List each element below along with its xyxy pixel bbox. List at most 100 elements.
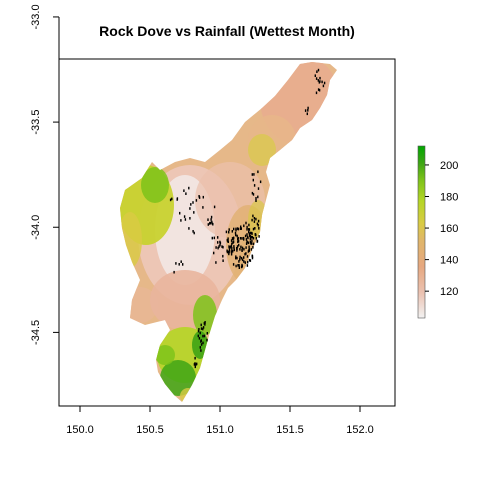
occurrence-point [226,249,228,253]
occurrence-point [233,245,235,248]
occurrence-point [236,247,238,250]
occurrence-point [253,173,255,176]
occurrence-point [238,243,240,247]
legend-tick-label: 180 [440,191,458,203]
occurrence-point [202,326,205,329]
occurrence-point [252,236,255,240]
occurrence-point [248,232,251,235]
chart-title: Rock Dove vs Rainfall (Wettest Month) [99,23,355,39]
occurrence-point [235,233,237,237]
occurrence-point [202,341,204,345]
occurrence-point [253,184,256,187]
occurrence-point [256,222,259,226]
occurrence-point [236,245,239,248]
occurrence-point [189,207,191,210]
occurrence-point [194,365,196,369]
occurrence-point [254,227,256,230]
south-green [160,360,196,396]
occurrence-point [245,246,247,249]
occurrence-point [189,217,191,220]
occurrence-point [245,252,247,255]
occurrence-point [198,328,200,331]
occurrence-point [231,242,233,246]
occurrence-point [240,265,243,269]
occurrence-point [204,323,206,326]
occurrence-point [238,264,240,267]
occurrence-point [258,227,260,230]
occurrence-point [252,214,254,218]
occurrence-point [248,234,251,237]
occurrence-point [246,240,248,244]
occurrence-point [246,228,248,231]
occurrence-point [321,80,323,84]
occurrence-point [232,263,235,266]
occurrence-point [237,239,240,243]
occurrence-point [193,231,195,235]
occurrence-point [234,231,237,235]
occurrence-point [316,70,318,73]
y-axis: -33.0 -33.5 -34.0 -34.5 [30,4,60,345]
occurrence-point [250,231,253,235]
occurrence-point [230,239,233,242]
occurrence-point [245,221,247,225]
occurrence-point [228,246,230,249]
occurrence-point [250,235,252,239]
occurrence-point [235,264,237,268]
occurrence-point [199,331,201,335]
y-tick-label: -34.0 [30,215,42,240]
occurrence-point [213,205,216,209]
occurrence-point [259,180,262,184]
occurrence-point [182,263,184,266]
occurrence-point [230,245,232,248]
occurrence-point [233,248,235,252]
occurrence-point [315,77,318,80]
occurrence-point [244,261,246,264]
occurrence-point [252,242,255,246]
occurrence-point [248,228,251,231]
occurrence-point [247,241,250,245]
occurrence-point [241,246,244,250]
occurrence-point [171,197,173,201]
x-tick-label: 151.5 [276,424,304,436]
occurrence-point [173,270,175,274]
occurrence-point [210,218,212,221]
occurrence-point [306,112,308,116]
x-tick-label: 150.5 [136,424,164,436]
occurrence-point [238,260,240,263]
occurrence-point [239,248,241,251]
occurrence-point [248,248,250,251]
occurrence-point [249,231,252,235]
occurrence-point [202,334,204,338]
occurrence-point [197,329,200,333]
occurrence-point [252,246,254,249]
x-tick-label: 150.0 [66,424,94,436]
occurrence-point [237,227,240,231]
occurrence-point [251,173,253,176]
occurrence-point [243,247,245,251]
occurrence-point [246,255,249,258]
occurrence-point [307,109,309,112]
occurrence-point [200,349,202,352]
occurrence-point [229,246,231,249]
legend-tick-label: 120 [440,286,458,298]
occurrence-point [247,260,249,264]
occurrence-point [195,363,197,366]
occurrence-point [217,246,219,250]
occurrence-point [231,230,233,233]
occurrence-point [190,203,192,206]
occurrence-point [318,88,321,92]
occurrence-point [209,221,211,225]
occurrence-point [235,256,237,260]
occurrence-point [317,68,320,72]
occurrence-point [212,222,214,226]
occurrence-point [251,254,253,258]
occurrence-point [228,250,230,254]
occurrence-point [257,187,260,190]
occurrence-point [242,236,245,240]
occurrence-point [257,170,259,174]
occurrence-point [225,230,228,234]
occurrence-point [192,201,194,204]
occurrence-point [232,250,234,253]
occurrence-point [219,243,221,247]
occurrence-point [251,256,254,260]
